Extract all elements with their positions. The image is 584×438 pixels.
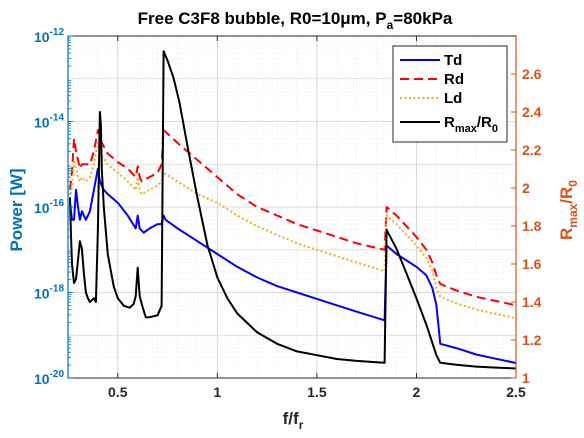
x-tick-label: 0.5 — [108, 384, 128, 400]
y-right-tick-label: 1.2 — [522, 332, 542, 348]
series-line-r — [69, 50, 517, 370]
y-right-tick-label: 1.8 — [522, 218, 542, 234]
y-right-tick-label: 1.4 — [522, 294, 542, 310]
legend-label-ld: Ld — [444, 90, 462, 107]
series-lines — [69, 50, 517, 370]
y-left-tick-label: 10-14 — [34, 113, 64, 131]
y-left-tick-label: 10-20 — [34, 369, 64, 387]
legend-label-rmax: Rmax/R0 — [444, 114, 498, 135]
y-left-tick-label: 10-18 — [34, 284, 64, 302]
y-left-axis-label: Power [W] — [7, 168, 26, 251]
x-tick-label: 1.5 — [307, 384, 327, 400]
x-tick-label: 2 — [413, 384, 421, 400]
x-axis-label: f/fr — [283, 409, 304, 432]
y-right-tick-label: 2 — [522, 180, 530, 196]
legend: Td Rd Ld Rmax/R0 — [392, 45, 508, 143]
y-right-tick-label: 2.2 — [522, 142, 542, 158]
y-right-tick-label: 2.6 — [522, 66, 542, 82]
y-left-tick-label: 10-16 — [34, 198, 64, 216]
y-left-tick-label: 10-12 — [34, 27, 64, 45]
y-right-tick-label: 1 — [522, 370, 530, 386]
legend-label-td: Td — [444, 52, 462, 69]
y-right-axis-label: Rmax/R0 — [557, 180, 580, 240]
legend-box — [392, 45, 508, 143]
y-right-axis-ticks: 1 1.2 1.4 1.6 1.8 2 2.2 2.4 2.6 — [511, 36, 542, 386]
x-tick-label: 2.5 — [506, 384, 526, 400]
series-line-ld — [69, 141, 517, 320]
y-left-axis-ticks: 10-12 10-14 10-16 10-18 10-20 — [34, 27, 73, 387]
y-right-tick-label: 2.4 — [522, 104, 542, 120]
y-right-tick-label: 1.6 — [522, 256, 542, 272]
legend-label-rd: Rd — [444, 71, 464, 88]
series-line-td — [69, 167, 517, 364]
chart-title: Free C3F8 bubble, R0=10μm, Pa=80kPa — [138, 9, 453, 32]
x-tick-label: 1 — [213, 384, 221, 400]
